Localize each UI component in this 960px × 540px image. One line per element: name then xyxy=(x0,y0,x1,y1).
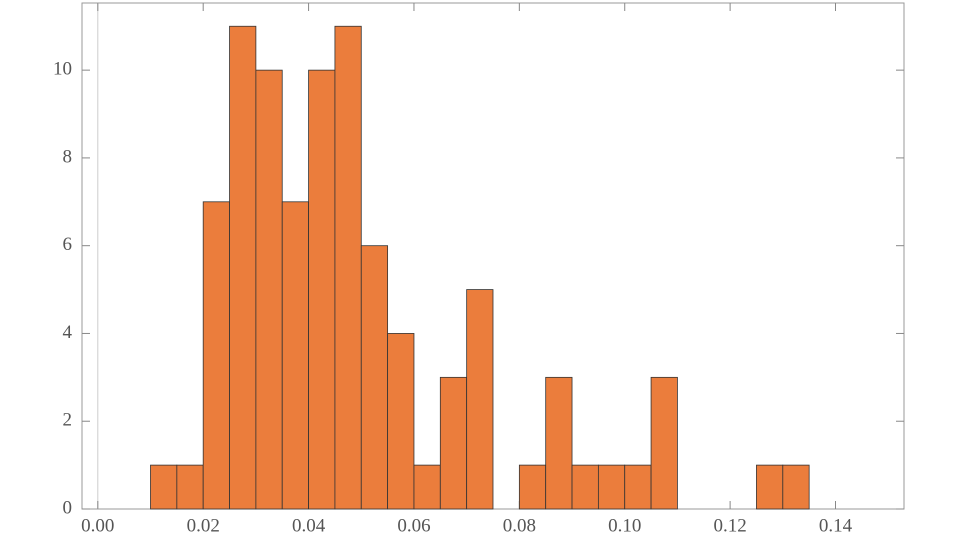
x-tick-label: 0.08 xyxy=(503,515,536,536)
y-tick-label: 4 xyxy=(63,322,73,343)
x-tick-label: 0.10 xyxy=(608,515,641,536)
bar xyxy=(229,25,257,510)
y-tick-label: 2 xyxy=(63,410,73,431)
bar xyxy=(360,245,389,510)
bar xyxy=(545,376,573,510)
x-tick-label: 0.02 xyxy=(187,515,220,536)
bar xyxy=(782,464,810,510)
x-tick-label: 0.14 xyxy=(819,515,853,536)
y-tick-label: 0 xyxy=(63,497,73,518)
bar xyxy=(202,201,230,510)
bar xyxy=(756,464,784,510)
bar xyxy=(150,464,178,510)
bar xyxy=(439,376,468,510)
bar xyxy=(176,464,204,510)
bar xyxy=(281,201,309,510)
y-tick-label: 8 xyxy=(63,146,73,167)
bar xyxy=(624,464,652,510)
x-tick-label: 0.12 xyxy=(713,515,746,536)
x-tick-label: 0.06 xyxy=(397,515,430,536)
bar xyxy=(518,464,547,510)
y-tick-label: 10 xyxy=(53,59,72,80)
bar xyxy=(597,464,626,510)
bar xyxy=(255,69,283,510)
bar xyxy=(650,376,678,510)
y-tick-label: 6 xyxy=(63,234,73,255)
bar xyxy=(334,25,362,510)
bar xyxy=(308,69,336,510)
x-tick-label: 0.00 xyxy=(81,515,114,536)
bar xyxy=(387,333,415,510)
x-tick-label: 0.04 xyxy=(292,515,326,536)
bar xyxy=(571,464,599,510)
bar xyxy=(413,464,441,510)
bar xyxy=(466,289,494,510)
